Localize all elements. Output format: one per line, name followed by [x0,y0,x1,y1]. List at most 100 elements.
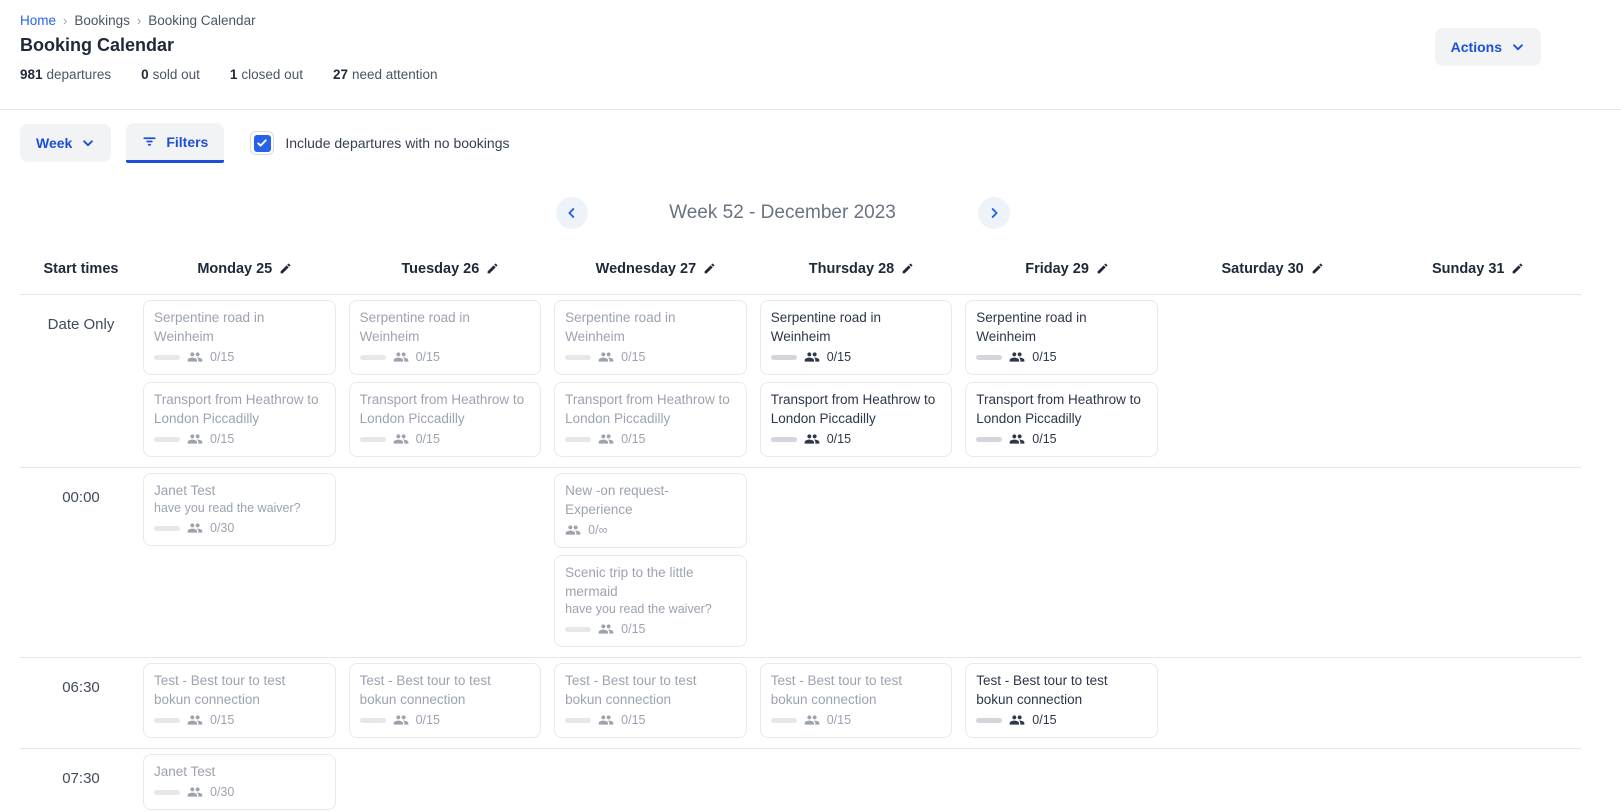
calendar-row: 06:30 Test - Best tour to test bokun conn… [20,657,1581,748]
edit-day-icon[interactable] [279,262,292,275]
departure-card[interactable]: Transport from Heathrow to London Piccad… [759,382,953,457]
edit-day-icon[interactable] [486,262,499,275]
calendar-cell [1375,300,1581,467]
page-title: Booking Calendar [20,35,175,55]
departure-meta: 0/∞ [565,521,736,539]
capacity-count: 0/15 [1032,713,1057,727]
row-time-label: 00:00 [62,489,100,506]
departure-subtitle: have you read the waiver? [154,501,301,515]
stat-departures: 981 departures [20,67,112,82]
people-icon [598,715,614,725]
capacity-count: 0/15 [1032,350,1057,364]
departure-card[interactable]: Test - Best tour to test bokun connectio… [143,663,336,738]
people-icon [804,352,820,362]
capacity-count: 0/15 [621,713,646,727]
calendar-cell: Serpentine road in Weinheim 0/15 Transport… [759,300,965,467]
departure-card[interactable]: Test - Best tour to test bokun connectio… [759,663,953,738]
progress-pill [770,717,797,723]
progress-pill [154,525,180,531]
departure-meta: 0/15 [770,348,942,366]
capacity-count: 0/∞ [588,523,608,537]
departure-meta: 0/15 [154,711,325,729]
people-icon [1009,352,1025,362]
calendar-cell [1170,473,1376,657]
departure-card[interactable]: Transport from Heathrow to London Piccad… [965,382,1158,457]
calendar-cell [1375,473,1581,657]
row-time-label: 06:30 [62,679,100,696]
edit-day-icon[interactable] [1096,262,1109,275]
departure-title: Janet Test [154,483,216,498]
previous-week-button[interactable] [555,197,588,229]
capacity-count: 0/15 [621,350,646,364]
progress-pill [565,354,592,360]
calendar-cell: Serpentine road in Weinheim 0/15 Transport… [348,300,554,467]
people-icon [187,787,203,797]
progress-pill [976,354,1003,360]
edit-day-icon[interactable] [1311,262,1324,275]
departure-card[interactable]: Transport from Heathrow to London Piccad… [348,382,542,457]
calendar-cell: Test - Best tour to test bokun connectio… [759,663,965,748]
people-icon [187,352,203,362]
departure-card[interactable]: Serpentine road in Weinheim 0/15 [143,300,336,375]
departure-title: Transport from Heathrow to London Piccad… [359,392,525,426]
departure-title: Test - Best tour to test bokun connectio… [359,673,491,707]
departure-title: Serpentine road in Weinheim [154,310,265,344]
breadcrumb-bookings[interactable]: Bookings [74,13,130,28]
actions-button[interactable]: Actions [1434,28,1541,66]
departure-card[interactable]: Transport from Heathrow to London Piccad… [143,382,336,457]
departure-card[interactable]: Serpentine road in Weinheim 0/15 [759,300,953,375]
departure-meta: 0/15 [359,711,531,729]
departure-card[interactable]: Janet Test have you read the waiver? 0/30 [143,473,336,546]
edit-day-icon[interactable] [703,262,716,275]
checkbox-check-icon [253,134,271,152]
filters-button[interactable]: Filters [126,123,225,163]
day-label: Tuesday 26 [401,260,480,277]
edit-day-icon[interactable] [1511,262,1524,275]
view-selector-button[interactable]: Week [20,124,112,162]
progress-pill [154,717,180,723]
day-header-6: Sunday 31 [1375,229,1581,294]
next-week-button[interactable] [977,197,1010,229]
departure-card[interactable]: Test - Best tour to test bokun connectio… [965,663,1158,738]
capacity-count: 0/15 [826,350,852,364]
people-icon [804,434,820,444]
calendar-cell [1170,754,1376,812]
day-header-5: Saturday 30 [1170,229,1376,294]
calendar-cell: Test - Best tour to test bokun connectio… [553,663,759,748]
departure-title: Transport from Heathrow to London Piccad… [565,392,730,426]
booking-calendar-grid: Start times Monday 25 Tuesday 26 Wednesday … [0,229,1621,812]
capacity-count: 0/15 [210,350,235,364]
calendar-cell: Serpentine road in Weinheim 0/15 Transport… [142,300,348,467]
progress-pill [770,436,797,442]
departure-card[interactable]: Scenic trip to the little mermaid have yo… [554,555,747,647]
stat-sold-out: 0 sold out [141,67,200,82]
calendar-cell [1170,663,1376,748]
departure-card[interactable]: Janet Test 0/30 [143,754,336,810]
calendar-row: 07:30 Janet Test 0/30 [20,748,1581,812]
departure-card[interactable]: Serpentine road in Weinheim 0/15 [554,300,747,375]
day-header-2: Wednesday 27 [553,229,759,294]
breadcrumb-separator: › [63,13,68,28]
departure-card[interactable]: Serpentine road in Weinheim 0/15 [348,300,542,375]
capacity-count: 0/15 [210,713,235,727]
people-icon [1009,715,1025,725]
departure-card[interactable]: Test - Best tour to test bokun connectio… [348,663,542,738]
departure-meta: 0/15 [359,348,531,366]
breadcrumb-home[interactable]: Home [20,13,57,28]
capacity-count: 0/15 [1032,432,1057,446]
departure-card[interactable]: Transport from Heathrow to London Piccad… [554,382,747,457]
day-header-1: Tuesday 26 [348,229,554,294]
edit-day-icon[interactable] [901,262,914,275]
departure-meta: 0/30 [154,783,325,801]
departure-meta: 0/15 [976,348,1147,366]
departure-card[interactable]: Serpentine road in Weinheim 0/15 [965,300,1158,375]
departure-card[interactable]: New -on request- Experience 0/∞ [554,473,747,548]
calendar-cell [1375,663,1581,748]
include-checkbox[interactable]: Include departures with no bookings [250,131,510,155]
calendar-cell [348,754,554,812]
stat-closed-out: 1 closed out [229,67,303,82]
departure-title: Transport from Heathrow to London Piccad… [976,392,1141,426]
capacity-count: 0/30 [210,785,235,799]
people-icon [393,434,408,444]
departure-card[interactable]: Test - Best tour to test bokun connectio… [554,663,747,738]
